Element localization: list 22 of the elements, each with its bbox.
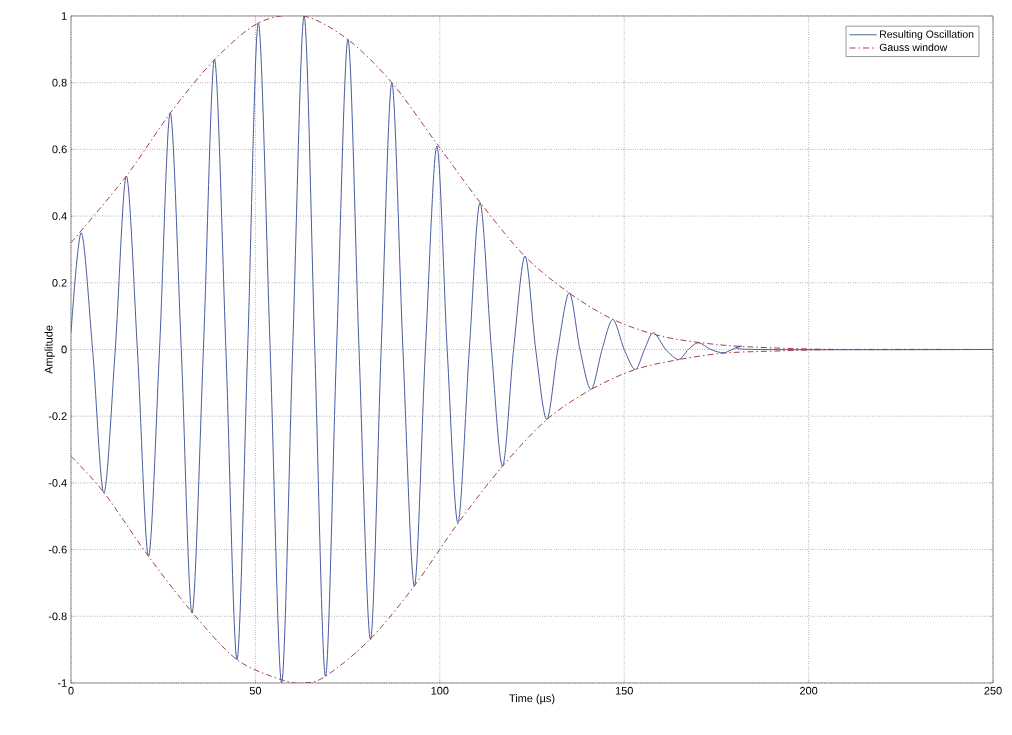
x-tick-label: 100 [431, 686, 449, 695]
legend-label: Resulting Oscillation [880, 30, 974, 40]
line-series [71, 15, 994, 683]
legend-label: Gauss window [879, 43, 948, 52]
y-tick-label: -0.8 [48, 612, 67, 621]
y-tick-label: -0.4 [48, 479, 67, 487]
y-tick-label: 0.6 [52, 145, 67, 154]
x-tick-label: 150 [615, 686, 633, 695]
y-tick-label: -1 [57, 679, 67, 687]
y-tick-label: 0.2 [52, 278, 67, 287]
y-tick-label: 0.4 [52, 212, 67, 220]
y-tick-label: -0.6 [48, 545, 67, 554]
y-axis-title: Amplitude [44, 325, 55, 374]
y-tick-label: 1 [61, 12, 67, 20]
y-tick-label: 0.8 [52, 78, 67, 87]
x-tick-label: 50 [249, 686, 262, 695]
x-tick-label: 250 [984, 686, 1002, 695]
x-axis-title: Time (µs) [509, 694, 555, 705]
x-tick-label: 200 [800, 686, 818, 695]
y-tick-label: 0 [61, 345, 67, 354]
y-tick-label: -0.2 [48, 412, 67, 421]
x-tick-label: 0 [68, 686, 74, 695]
